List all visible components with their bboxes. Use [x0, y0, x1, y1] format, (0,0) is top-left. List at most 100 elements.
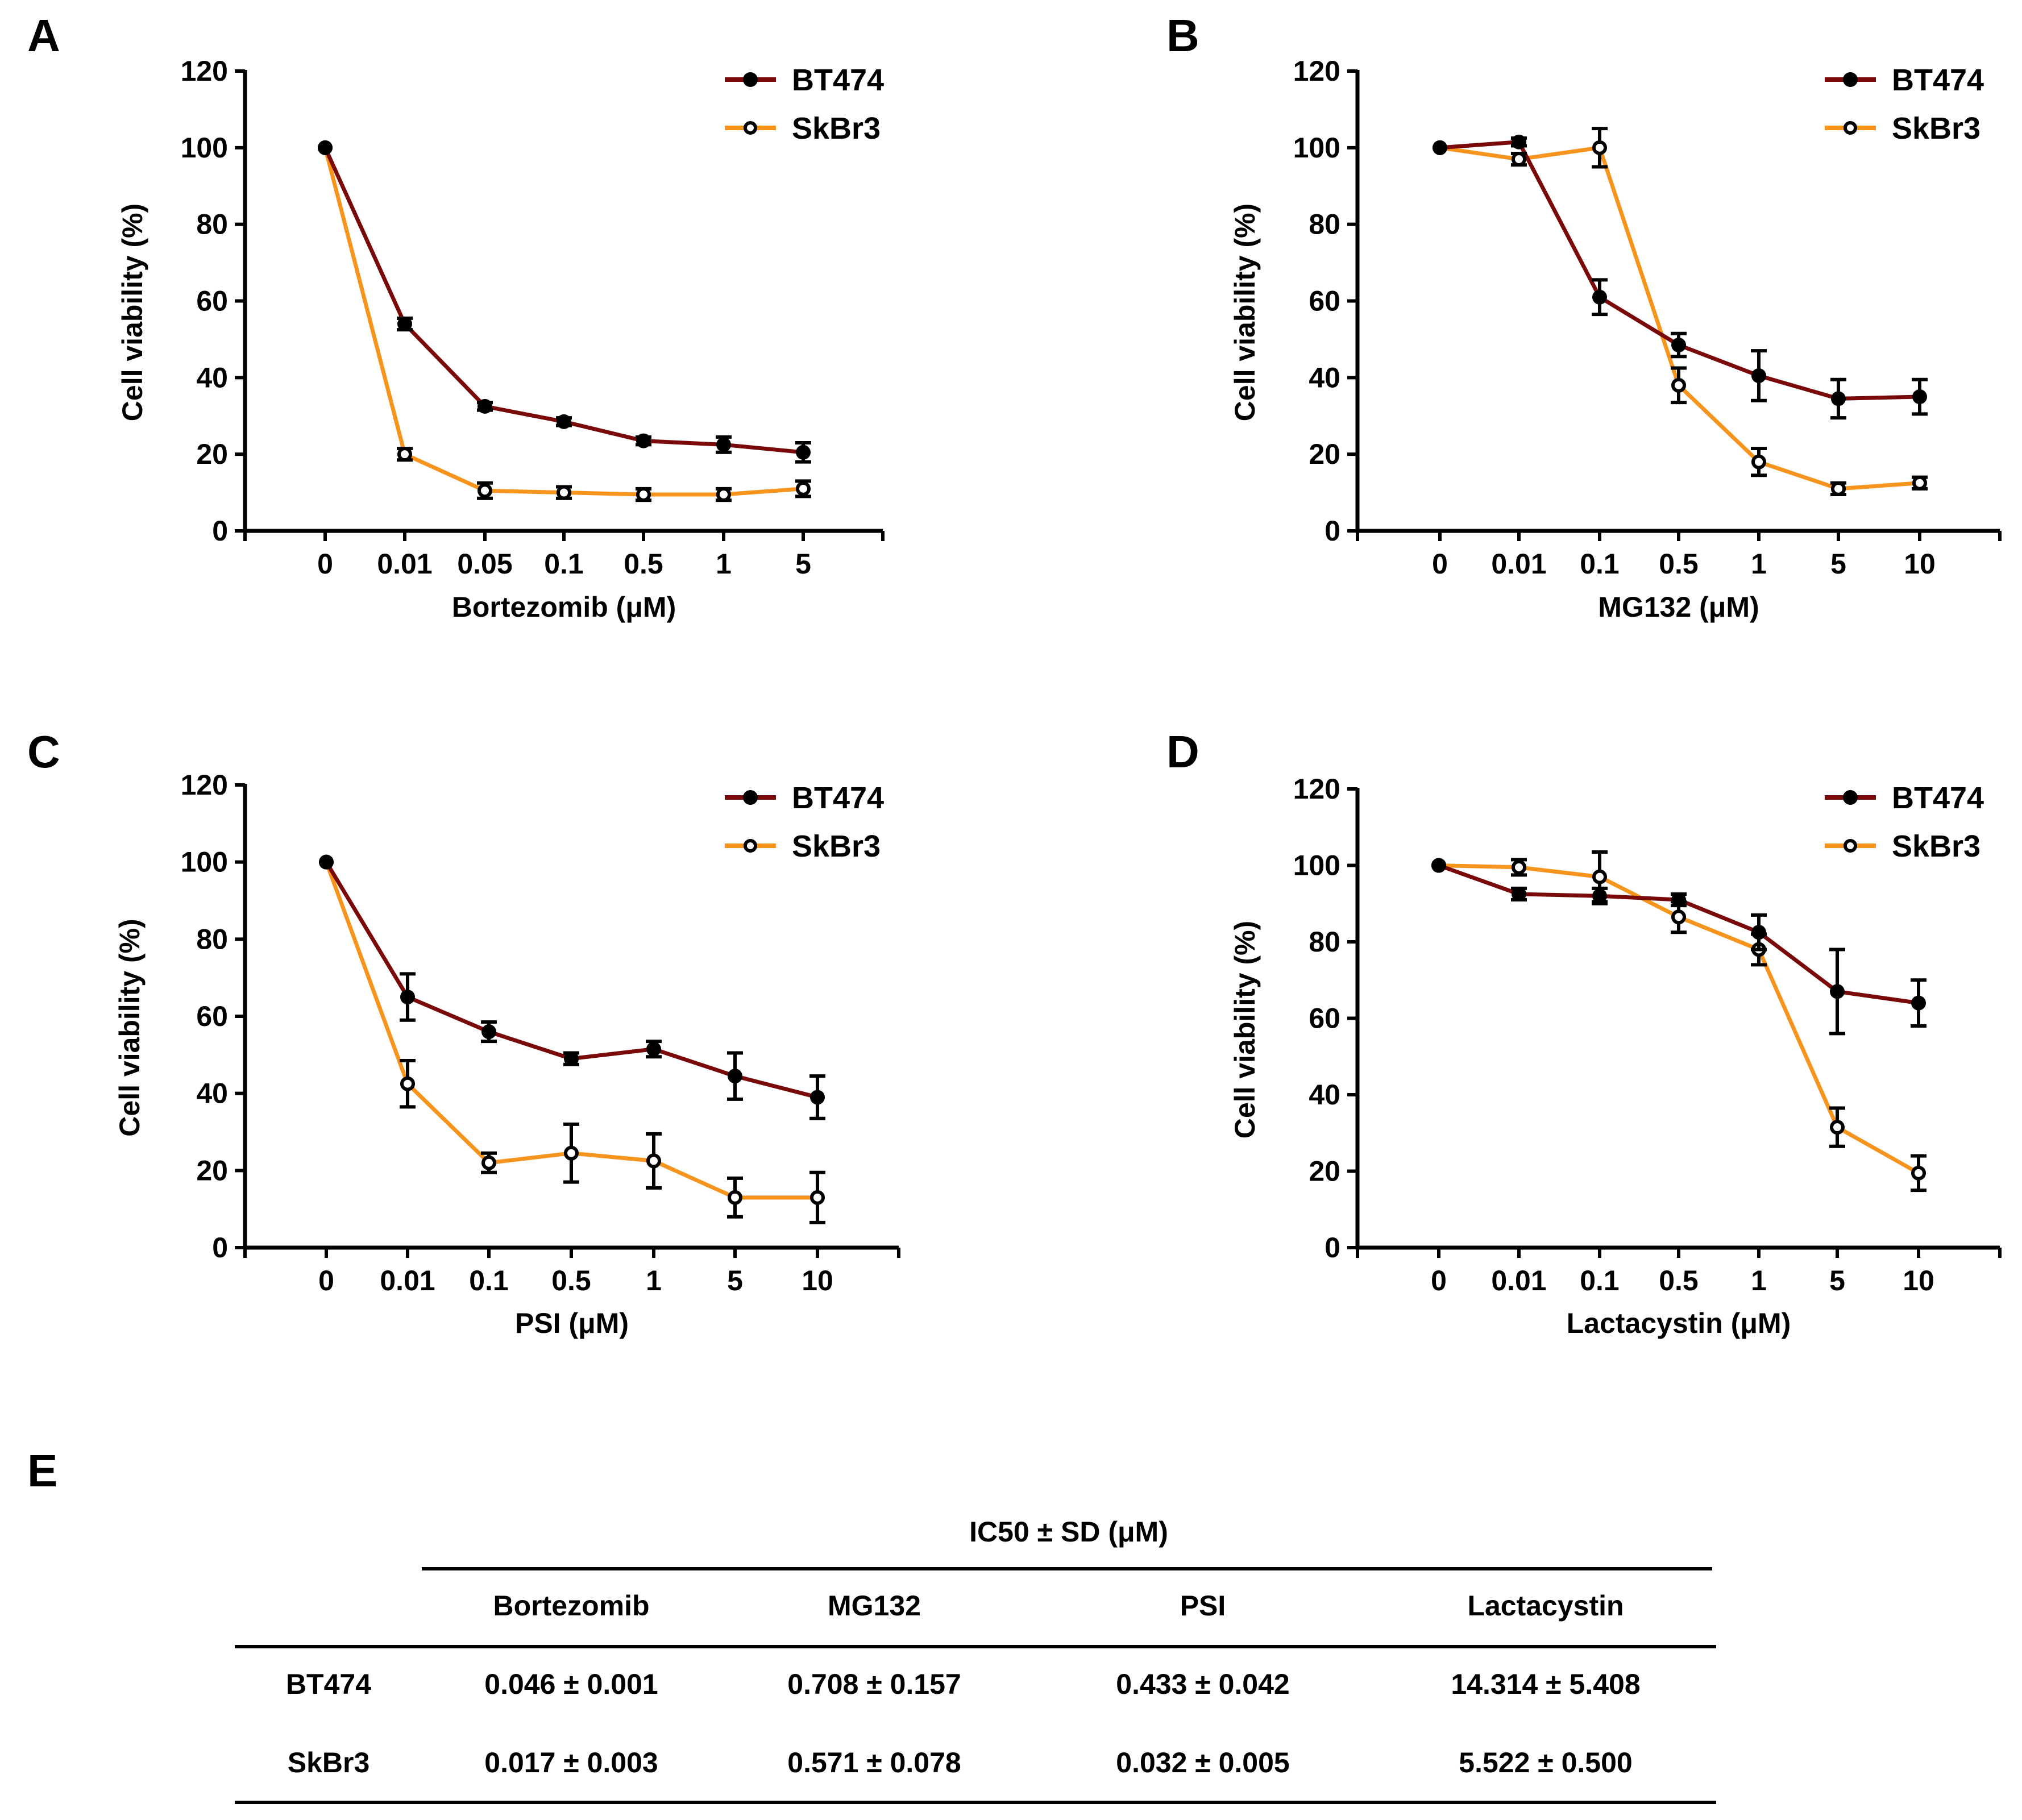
- data-point-skbr3: [1512, 152, 1526, 167]
- ic50-table: E IC50 ± SD (μM) Bortezomib MG132 PSI Lactacy…: [27, 1445, 1716, 1804]
- table-row-label: SkBr3: [288, 1747, 370, 1779]
- data-point-skbr3: [646, 1153, 661, 1169]
- table-cell: 0.708 ± 0.157: [787, 1668, 961, 1700]
- x-axis-title: MG132 (μM): [1598, 591, 1759, 623]
- table-title: IC50 ± SD (μM): [969, 1516, 1168, 1548]
- y-tick-label: 40: [1309, 1079, 1340, 1111]
- legend-marker-open-circle-icon: [744, 839, 757, 853]
- x-tick-label: 0.01: [377, 548, 432, 580]
- legend-marker-filled-circle-icon: [743, 790, 758, 805]
- y-tick-label: 80: [1309, 926, 1340, 958]
- data-point-skbr3: [1830, 1120, 1845, 1135]
- legend-marker-open-circle-icon: [1844, 121, 1857, 135]
- series-line-bt474: [1438, 863, 1919, 1005]
- x-tick-label: 0: [317, 548, 333, 580]
- y-axis-title: Cell viability (%): [1229, 921, 1261, 1138]
- table-cell: 5.522 ± 0.500: [1459, 1747, 1632, 1779]
- x-tick-label: 0.01: [1491, 1265, 1546, 1297]
- data-point-bt474: [1911, 995, 1926, 1011]
- legend-marker-filled-circle-icon: [1843, 790, 1858, 805]
- chart-panel-c: C 0 20 40 60 80 100 120 0 0.01 0.1 0.5 1 5 10 PSI (μM) C…: [27, 726, 900, 1339]
- table-column-header: PSI: [1180, 1590, 1226, 1622]
- y-tick-label: 40: [196, 1078, 228, 1110]
- legend: BT474 SkBr3: [725, 63, 884, 146]
- table-row-label: BT474: [286, 1668, 371, 1700]
- data-point-bt474: [319, 854, 334, 870]
- y-tick-label: 100: [1293, 132, 1340, 164]
- panel-letter: C: [27, 726, 60, 777]
- x-tick-label: 0.1: [544, 548, 584, 580]
- data-point-skbr3: [796, 481, 811, 496]
- legend: BT474 SkBr3: [1825, 63, 1984, 146]
- panel-letter: D: [1166, 726, 1199, 777]
- y-tick-label: 100: [181, 846, 228, 878]
- data-point-skbr3: [564, 1145, 579, 1161]
- table-cell: 0.032 ± 0.005: [1116, 1747, 1289, 1779]
- y-tick-label: 120: [181, 769, 228, 801]
- x-tick-label: 0.5: [624, 548, 663, 580]
- data-point-bt474: [1912, 389, 1927, 405]
- x-axis-title: Lactacystin (μM): [1567, 1307, 1791, 1339]
- y-axis-title: Cell viability (%): [114, 919, 146, 1136]
- legend-label-bt474: BT474: [792, 63, 884, 97]
- table-row: BT474 0.046 ± 0.001 0.708 ± 0.157 0.433 ± 0…: [286, 1668, 1641, 1700]
- legend-label-skbr3: SkBr3: [1892, 829, 1981, 863]
- data-point-bt474: [1592, 888, 1607, 904]
- data-point-bt474: [1512, 134, 1526, 149]
- x-tick-label: 0.05: [457, 548, 512, 580]
- data-point-bt474: [400, 990, 415, 1005]
- series-line-bt474: [323, 147, 804, 455]
- data-point-skbr3: [397, 447, 412, 462]
- table-cell: 0.046 ± 0.001: [484, 1668, 658, 1700]
- data-point-skbr3: [557, 485, 571, 500]
- y-tick-label: 0: [1325, 515, 1340, 547]
- x-tick-label: 1: [1751, 1265, 1767, 1297]
- data-point-bt474: [728, 1069, 742, 1084]
- x-tick-label: 0.5: [1659, 548, 1699, 580]
- data-point-bt474: [1512, 886, 1526, 901]
- data-point-bt474: [557, 414, 571, 429]
- data-point-bt474: [1751, 368, 1766, 383]
- data-point-skbr3: [810, 1190, 825, 1205]
- series-line-skbr3: [323, 147, 804, 497]
- y-tick-label: 120: [181, 55, 228, 87]
- x-tick-label: 10: [1903, 1265, 1934, 1297]
- x-tick-label: 0.1: [469, 1265, 509, 1297]
- chart-panel-d: D 0 20 40 60 80 100 120 0 0.01 0.1 0.5 1 5 10 Lactacyst…: [1166, 726, 2002, 1339]
- data-point-bt474: [646, 1041, 661, 1057]
- data-point-bt474: [716, 437, 731, 452]
- chart-panel-b: B 0 20 40 60 80 100 120 0 0.01 0.1 0.5 1 5 10 MG132 (μM…: [1166, 10, 2002, 623]
- panel-letter: A: [27, 10, 60, 61]
- y-tick-label: 80: [1309, 209, 1340, 240]
- data-point-skbr3: [1512, 859, 1526, 875]
- y-tick-label: 100: [181, 132, 228, 164]
- data-point-skbr3: [1911, 1165, 1926, 1181]
- series-line-bt474: [1439, 140, 1920, 401]
- series-line-skbr3: [1439, 146, 1920, 491]
- y-tick-label: 0: [1325, 1232, 1340, 1264]
- x-tick-label: 0: [1431, 1265, 1447, 1297]
- data-point-bt474: [318, 140, 333, 155]
- x-tick-label: 0: [318, 1265, 334, 1297]
- x-tick-label: 0.01: [380, 1265, 435, 1297]
- y-tick-label: 20: [1309, 438, 1340, 470]
- legend-marker-filled-circle-icon: [1843, 72, 1858, 87]
- x-tick-label: 0.5: [1659, 1265, 1699, 1297]
- data-point-bt474: [1433, 140, 1447, 155]
- table-column-header: MG132: [828, 1590, 921, 1622]
- table-column-header: Bortezomib: [493, 1590, 650, 1622]
- x-tick-label: 1: [646, 1265, 662, 1297]
- legend: BT474 SkBr3: [1825, 781, 1984, 863]
- x-tick-label: 5: [1829, 1265, 1845, 1297]
- legend-label-bt474: BT474: [792, 781, 884, 815]
- data-point-bt474: [478, 398, 492, 414]
- x-tick-label: 0.1: [1580, 1265, 1620, 1297]
- data-point-bt474: [796, 444, 811, 460]
- data-point-skbr3: [636, 487, 651, 502]
- legend: BT474 SkBr3: [725, 781, 884, 863]
- y-tick-label: 120: [1293, 55, 1340, 87]
- y-tick-label: 20: [196, 438, 228, 470]
- data-point-skbr3: [1831, 481, 1846, 496]
- data-point-bt474: [1830, 984, 1845, 999]
